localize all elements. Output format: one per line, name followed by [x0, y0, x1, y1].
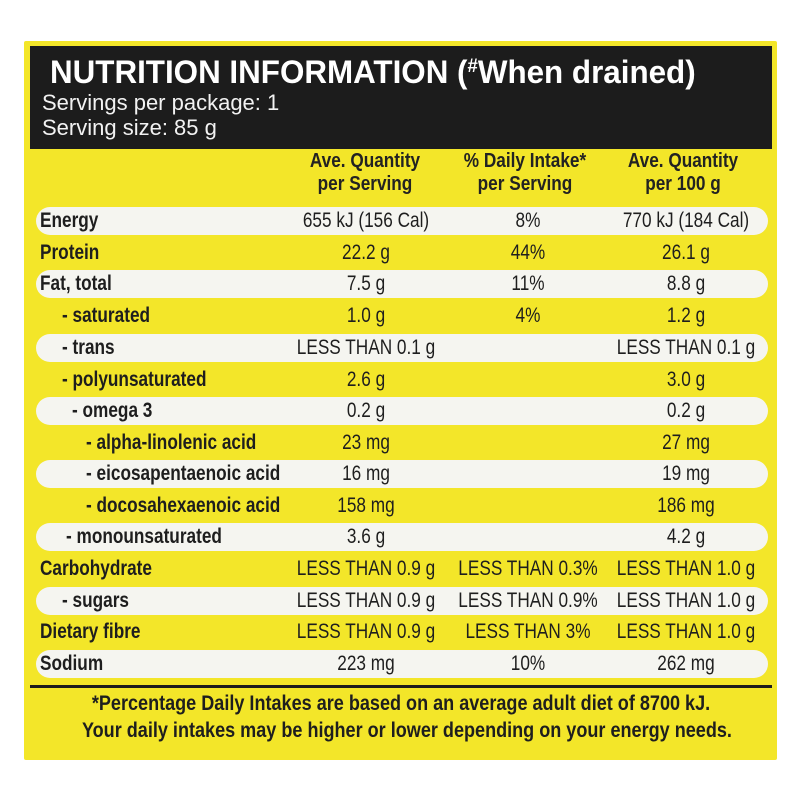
nutrient-label: Fat, total — [40, 272, 112, 295]
value-per-serving: 22.2 g — [342, 241, 390, 264]
table-row: - saturated 1.0 g 4% 1.2 g — [36, 302, 768, 330]
value-per-100g: 27 mg — [662, 431, 710, 454]
value-per-serving: 16 mg — [342, 462, 390, 485]
value-daily-intake: LESS THAN 0.9% — [458, 589, 598, 612]
nutrition-header: NUTRITION INFORMATION (#When drained) Se… — [30, 46, 772, 149]
nutrient-label: - eicosapentaenoic acid — [86, 462, 281, 485]
nutrient-label: - monounsaturated — [66, 525, 222, 548]
value-per-100g: 19 mg — [662, 462, 710, 485]
value-per-serving: 158 mg — [337, 494, 395, 517]
nutrient-label: Energy — [40, 209, 99, 232]
value-daily-intake: LESS THAN 3% — [465, 620, 591, 643]
value-daily-intake — [451, 397, 605, 425]
nutrient-label: - docosahexaenoic acid — [86, 494, 281, 517]
serving-size: Serving size: 85 g — [42, 115, 217, 140]
value-daily-intake — [451, 523, 605, 551]
nutrient-label: Protein — [40, 241, 100, 264]
nutrient-label: - omega 3 — [72, 399, 153, 422]
value-per-100g: 1.2 g — [666, 304, 706, 327]
value-per-100g: 770 kJ (184 Cal) — [622, 209, 750, 232]
value-per-serving: 3.6 g — [346, 525, 386, 548]
value-per-100g: 8.8 g — [666, 272, 706, 295]
value-daily-intake: 10% — [510, 652, 546, 675]
value-daily-intake: 8% — [515, 209, 541, 232]
value-daily-intake: 44% — [510, 241, 546, 264]
value-per-100g: LESS THAN 1.0 g — [616, 589, 756, 612]
value-daily-intake: 4% — [515, 304, 541, 327]
value-per-serving: 2.6 g — [346, 368, 386, 391]
value-per-100g: 0.2 g — [666, 399, 706, 422]
table-row: - alpha-linolenic acid 23 mg 27 mg — [36, 429, 768, 457]
value-daily-intake — [451, 334, 605, 362]
title-tail: When drained) — [477, 54, 696, 90]
value-per-100g: 262 mg — [657, 652, 715, 675]
value-per-serving: LESS THAN 0.9 g — [296, 589, 436, 612]
table-row: Sodium 223 mg 10% 262 mg — [36, 650, 768, 678]
table-row: Dietary fibre LESS THAN 0.9 g LESS THAN 3%… — [36, 618, 768, 646]
value-per-100g: 4.2 g — [666, 525, 706, 548]
table-row: - trans LESS THAN 0.1 g LESS THAN 0.1 g — [36, 334, 768, 362]
nutrient-label: - polyunsaturated — [62, 368, 207, 391]
value-per-serving: LESS THAN 0.9 g — [296, 557, 436, 580]
column-header-daily-intake: % Daily Intake* per Serving — [463, 150, 587, 195]
title-hash-mark: # — [467, 56, 478, 77]
value-daily-intake — [451, 492, 605, 520]
footnote-line-2: Your daily intakes may be higher or lowe… — [81, 719, 732, 742]
value-per-100g: LESS THAN 0.1 g — [616, 336, 756, 359]
table-row: Fat, total 7.5 g 11% 8.8 g — [36, 270, 768, 298]
value-per-serving: 23 mg — [342, 431, 390, 454]
value-daily-intake: LESS THAN 0.3% — [458, 557, 598, 580]
value-per-serving: LESS THAN 0.1 g — [296, 336, 436, 359]
title-main: NUTRITION INFORMATION ( — [50, 54, 468, 90]
panel-title: NUTRITION INFORMATION (#When drained) — [50, 54, 696, 91]
value-per-serving: 223 mg — [337, 652, 395, 675]
value-daily-intake — [451, 460, 605, 488]
footnote: *Percentage Daily Intakes are based on a… — [30, 685, 772, 756]
nutrient-label: - trans — [62, 336, 115, 359]
value-per-100g: 186 mg — [657, 494, 715, 517]
table-row: Carbohydrate LESS THAN 0.9 g LESS THAN 0.3… — [36, 555, 768, 583]
table-row: - polyunsaturated 2.6 g 3.0 g — [36, 366, 768, 394]
value-per-100g: LESS THAN 1.0 g — [616, 620, 756, 643]
table-row: - omega 3 0.2 g 0.2 g — [36, 397, 768, 425]
value-per-100g: LESS THAN 1.0 g — [616, 557, 756, 580]
value-per-serving: 1.0 g — [346, 304, 386, 327]
value-daily-intake — [451, 429, 605, 457]
nutrient-label: - saturated — [62, 304, 151, 327]
nutrient-label: Sodium — [40, 652, 104, 675]
value-per-serving: 0.2 g — [346, 399, 386, 422]
column-header-per-100g: Ave. Quantity per 100 g — [627, 150, 739, 195]
value-per-serving: LESS THAN 0.9 g — [296, 620, 436, 643]
value-per-serving: 655 kJ (156 Cal) — [302, 209, 430, 232]
servings-per-package: Servings per package: 1 — [42, 90, 280, 115]
table-row: - sugars LESS THAN 0.9 g LESS THAN 0.9% LES… — [36, 587, 768, 615]
value-per-serving: 7.5 g — [346, 272, 386, 295]
table-row: Energy 655 kJ (156 Cal) 8% 770 kJ (184 Cal) — [36, 207, 768, 235]
nutrient-label: - alpha-linolenic acid — [86, 431, 257, 454]
footnote-line-1: *Percentage Daily Intakes are based on a… — [91, 692, 711, 715]
table-row: - docosahexaenoic acid 158 mg 186 mg — [36, 492, 768, 520]
value-daily-intake — [451, 366, 605, 394]
nutrient-label: Dietary fibre — [40, 620, 141, 643]
value-daily-intake: 11% — [511, 272, 545, 295]
nutrient-label: Carbohydrate — [40, 557, 152, 580]
table-row: Protein 22.2 g 44% 26.1 g — [36, 239, 768, 267]
value-per-100g: 3.0 g — [666, 368, 706, 391]
value-per-100g: 26.1 g — [662, 241, 710, 264]
table-row: - eicosapentaenoic acid 16 mg 19 mg — [36, 460, 768, 488]
column-header-per-serving: Ave. Quantity per Serving — [309, 150, 421, 195]
table-row: - monounsaturated 3.6 g 4.2 g — [36, 523, 768, 551]
nutrient-label: - sugars — [62, 589, 129, 612]
